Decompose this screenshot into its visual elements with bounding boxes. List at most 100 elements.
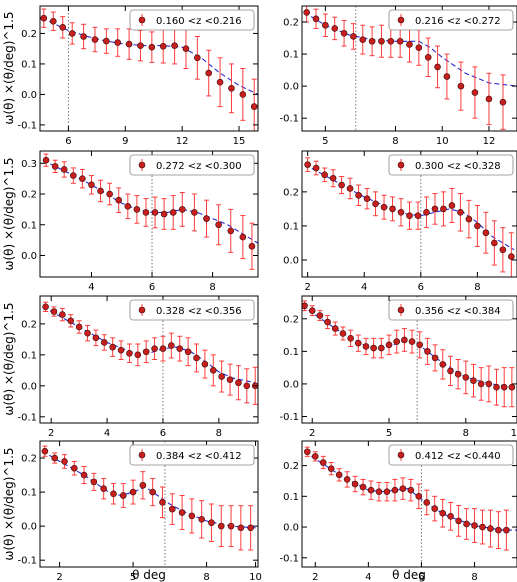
data-point [109,343,116,351]
y-tick-label: -0.1 [279,553,299,564]
x-tick-label: 8 [392,136,398,147]
data-point [329,174,337,182]
data-point [133,206,141,213]
data-point [439,361,447,368]
panel-frame [39,440,259,568]
data-point [90,478,98,486]
data-point [142,209,150,216]
data-point [431,354,439,362]
y-tick-label: 0.1 [283,50,299,61]
data-point [448,202,456,209]
data-point [316,312,324,319]
data-point [215,221,222,229]
data-point [406,41,413,48]
legend-box [129,9,255,31]
legend-marker [397,161,405,169]
y-tick-label: 0.0 [21,522,37,533]
y-tick-label: 0.1 [283,492,299,503]
data-point [248,242,256,250]
x-tick-label: 2 [304,282,310,293]
x-tick-label: 10 [249,572,262,582]
x-tick-label: 8 [474,282,480,293]
data-point [126,350,133,357]
data-point [188,512,196,520]
data-point [49,17,57,25]
data-point [493,383,500,391]
x-tick-label: 2 [48,428,54,439]
data-point [237,524,245,532]
legend-label: 0.412 <z <0.440 [415,451,501,462]
data-point [70,464,78,472]
y-axis-title: ω(θ) ×(θ/deg)^1.5 [2,11,16,124]
data-point [416,341,424,349]
data-point [343,476,351,483]
data-point [414,212,422,220]
data-point [61,458,68,465]
y-tick-label: 0.0 [21,90,37,101]
y-tick-label: 0.2 [283,187,299,198]
data-point [479,523,486,531]
x-tick-label: 6 [160,428,166,439]
data-point [500,383,508,391]
data-point [84,329,91,337]
data-point [115,196,123,204]
y-tick-label: 0.1 [21,350,37,361]
plot-area [41,441,256,567]
y-tick-label: -0.1 [279,412,299,423]
data-point [194,54,201,62]
data-point [327,465,335,472]
data-point [182,45,190,52]
data-point [443,73,451,80]
x-tick-label: 5 [322,136,328,147]
data-point [431,505,439,512]
data-point [209,367,217,374]
legend-box [388,154,514,176]
data-point [119,492,127,499]
data-point [201,360,209,368]
data-point [129,488,137,496]
data-point [208,519,215,527]
legend-box [129,444,255,466]
data-point [350,33,357,40]
data-point [100,485,107,492]
y-tick-label: 0.1 [283,221,299,232]
legend-marker [397,306,405,314]
x-tick-label: 5 [386,428,392,439]
model-curve [304,451,517,531]
panel-1: 6 9 12 15 -0.1 0.0 0.1 0.2 0.160 <z <0.216 [17,5,259,147]
data-point [134,351,142,359]
plot-area [304,441,517,567]
y-tick-label: 0.2 [21,29,37,40]
data-point [137,42,144,49]
legend-box [388,299,514,321]
data-point [359,36,367,43]
data-point [423,499,431,506]
data-point [462,374,470,381]
data-point [415,493,423,500]
data-point [368,37,376,45]
y-tick-label: -0.1 [279,114,299,125]
panel-4: 2 4 6 8 0.0 0.1 0.2 0.300 <z <0.328 [283,150,517,293]
data-point [499,98,507,106]
y-axis-title: ω(θ) ×(θ/deg)^1.5 [2,447,16,560]
data-point [424,53,432,61]
x-tick-label: 4 [361,282,367,293]
x-tick-label: 2 [56,572,62,582]
legend-marker [138,16,146,24]
panel-frame [301,295,517,424]
data-point [408,338,416,345]
y-tick-label: 0.2 [21,454,37,465]
data-point [439,509,446,517]
data-point [508,383,516,391]
plot-area [304,151,515,277]
data-point [80,33,87,40]
data-point [179,206,186,213]
data-point [151,345,158,352]
legend-label: 0.216 <z <0.272 [415,16,501,27]
data-point [312,15,320,23]
data-point [149,488,156,496]
data-point [160,210,168,218]
data-point [302,302,308,310]
plot-area [42,296,258,423]
data-point [239,91,247,98]
